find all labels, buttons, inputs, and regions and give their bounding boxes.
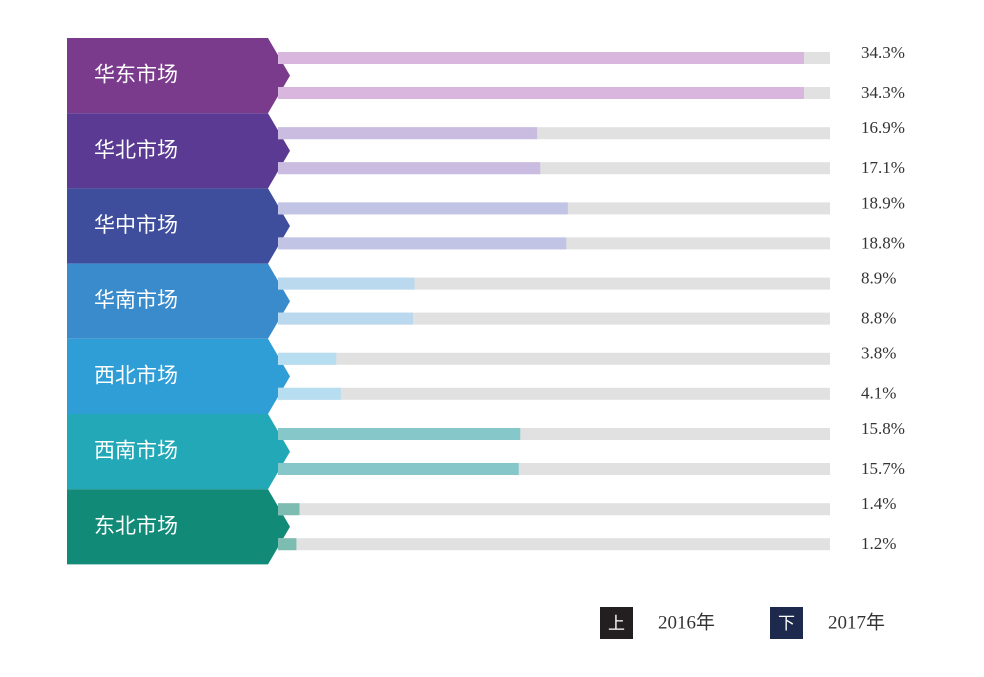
category-arrow: [67, 489, 290, 565]
bar: [278, 237, 567, 250]
category-arrow: [67, 38, 290, 114]
category-label: 华北市场: [94, 138, 178, 162]
value-label: 1.4%: [861, 494, 896, 513]
bar: [278, 162, 541, 175]
category-arrow: [67, 338, 290, 414]
value-label: 18.8%: [861, 233, 905, 252]
category-label: 华中市场: [94, 213, 178, 237]
legend-marker: [600, 607, 633, 639]
legend-marker: [770, 607, 803, 639]
category-arrow: [67, 188, 290, 264]
bar: [278, 52, 804, 64]
bar-track: [278, 503, 830, 516]
category-arrow: [67, 414, 290, 490]
bar-track: [278, 277, 830, 290]
bar-track: [278, 312, 830, 325]
category-arrow: [67, 113, 290, 189]
bar: [278, 387, 341, 400]
bar: [278, 503, 300, 516]
bar: [278, 463, 519, 475]
value-label: 18.9%: [861, 193, 905, 212]
value-label: 8.8%: [861, 309, 896, 328]
bar: [278, 202, 568, 215]
legend-label: 2016年: [658, 611, 715, 633]
bar-track: [278, 352, 830, 365]
legend-marker-label: 上: [608, 614, 625, 634]
bar: [278, 127, 538, 140]
bar: [278, 428, 521, 440]
value-label: 16.9%: [861, 118, 905, 137]
bar: [278, 87, 804, 99]
category-label: 华东市场: [94, 63, 178, 87]
value-label: 3.8%: [861, 344, 896, 363]
value-label: 17.1%: [861, 158, 905, 177]
category-label: 华南市场: [94, 288, 178, 312]
value-label: 15.8%: [861, 419, 905, 438]
bar: [278, 312, 413, 325]
value-label: 1.2%: [861, 534, 896, 553]
value-label: 8.9%: [861, 269, 896, 288]
bar-track: [278, 387, 830, 400]
category-label: 西北市场: [94, 363, 178, 387]
legend-marker-label: 下: [778, 614, 795, 634]
bar: [278, 277, 415, 290]
value-label: 34.3%: [861, 43, 905, 62]
bar: [278, 352, 337, 365]
bar-track: [278, 538, 830, 551]
category-label: 东北市场: [94, 514, 178, 538]
value-label: 15.7%: [861, 459, 905, 478]
value-label: 4.1%: [861, 384, 896, 403]
value-label: 34.3%: [861, 83, 905, 102]
category-arrow: [67, 263, 290, 339]
category-label: 西南市场: [94, 439, 178, 463]
bar: [278, 538, 297, 551]
legend-label: 2017年: [828, 611, 885, 633]
